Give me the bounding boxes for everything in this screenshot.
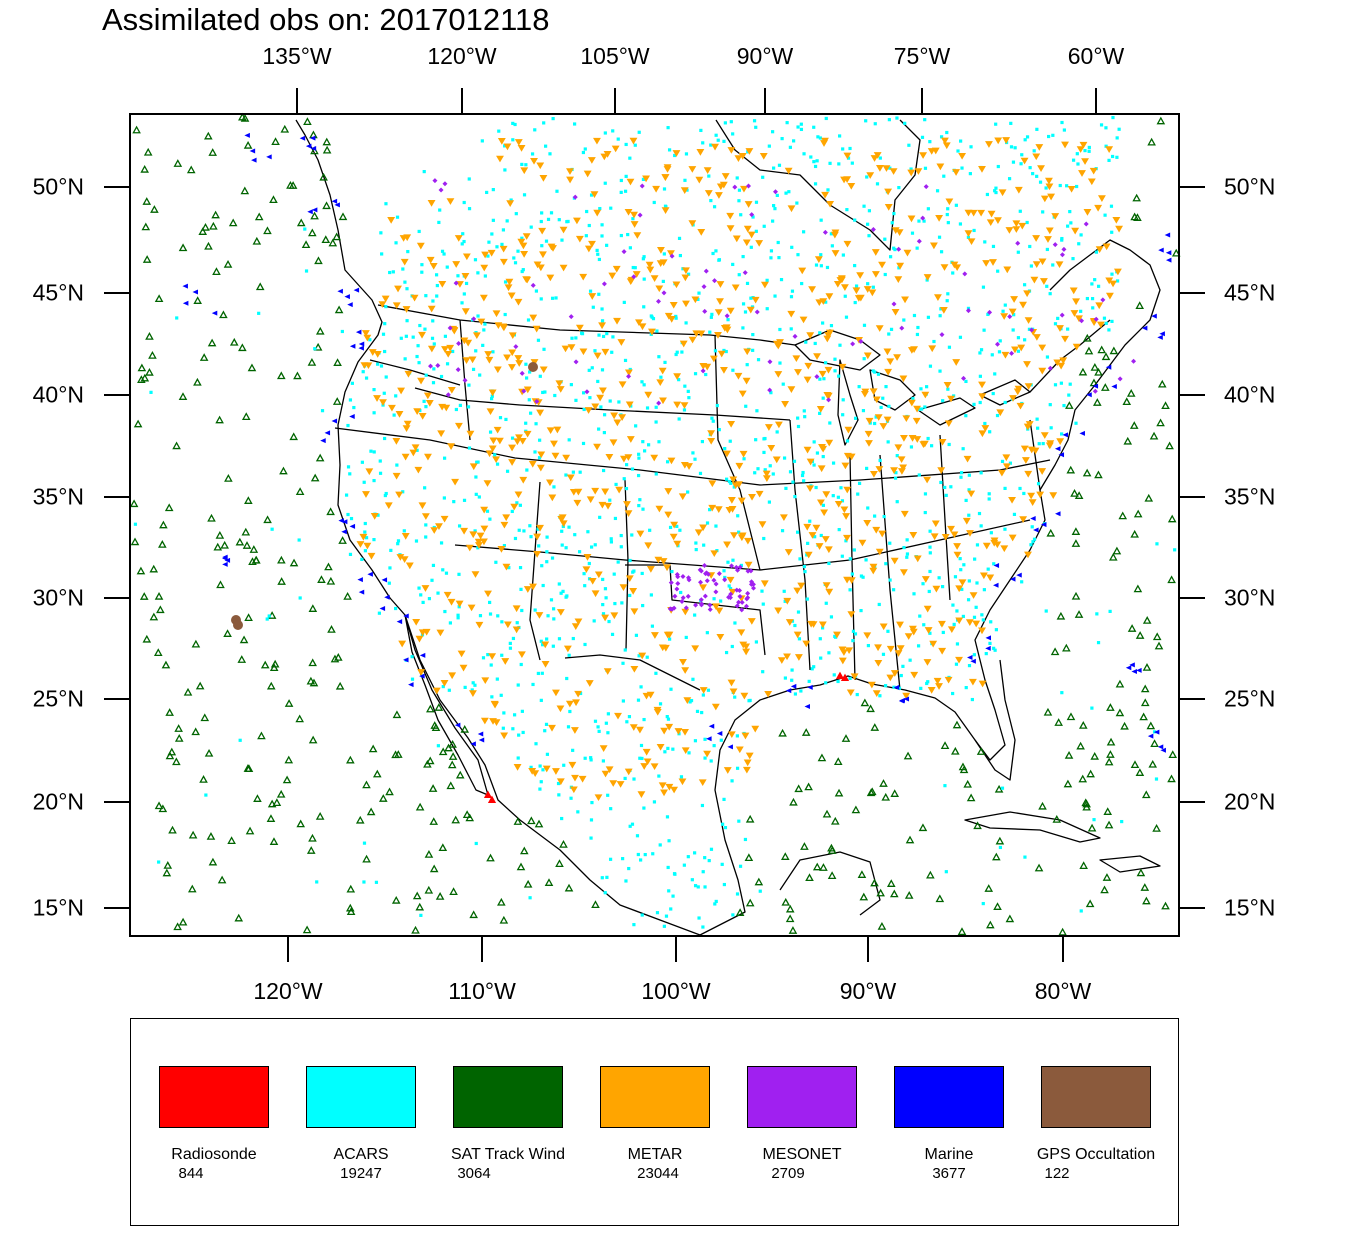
right-lat-label: 45°N [1224,279,1276,306]
bottom-lon-label: 80°W [1034,978,1092,1004]
right-lat-label: 30°N [1224,584,1276,611]
legend-swatch-mesonet [747,1066,857,1128]
legend-count: 2709 [771,1165,805,1182]
right-lat-label: 20°N [1224,788,1276,815]
top-lon-label: 75°W [893,43,951,69]
legend-label: MESONET [762,1146,842,1163]
legend-count: 19247 [340,1165,382,1182]
legend-label: Radiosonde [171,1146,257,1163]
legend-count: 3064 [457,1165,491,1182]
legend-label: METAR [627,1146,683,1163]
legend-label: SAT Track Wind [450,1146,566,1163]
legend-count: 3677 [932,1165,966,1182]
right-lat-label: 35°N [1224,483,1276,510]
legend-swatch-metar [600,1066,710,1128]
right-lat-label: 15°N [1224,894,1276,921]
bottom-ticks [287,936,1064,962]
legend-count: 23044 [637,1165,679,1182]
map-boundaries [295,119,1161,936]
top-lon-label: 135°W [262,43,332,69]
right-lat-label: 40°N [1224,381,1276,408]
legend-label: GPS Occultation [1036,1146,1156,1163]
map-frame [129,113,1180,937]
top-ticks [296,88,1097,114]
observation-markers [129,112,1181,936]
left-lat-label: 40°N [32,381,84,408]
left-lat-label: 45°N [32,279,84,306]
side-ticks [104,186,1205,909]
top-lon-label: 105°W [580,43,650,69]
legend-label: ACARS [333,1146,389,1163]
bottom-lon-label: 110°W [448,978,516,1004]
bottom-lon-label: 90°W [839,978,897,1004]
map-title: Assimilated obs on: 2017012118 [102,2,550,37]
bottom-lon-label: 100°W [641,978,711,1004]
legend-count: 844 [178,1165,204,1182]
legend-swatch-gps-occultation [1041,1066,1151,1128]
left-lat-label: 50°N [32,173,84,200]
right-lat-label: 25°N [1224,685,1276,712]
left-lat-label: 35°N [32,483,84,510]
top-lon-label: 90°W [736,43,794,69]
right-lat-label: 50°N [1224,173,1276,200]
top-lon-label: 60°W [1067,43,1125,69]
left-lat-label: 15°N [32,894,84,921]
legend: Radiosonde ACARS SAT Track Wind METAR ME… [130,1018,1179,1226]
legend-swatch-marine [894,1066,1004,1128]
left-lat-label: 30°N [32,584,84,611]
left-lat-label: 25°N [32,685,84,712]
legend-label: Marine [924,1146,974,1163]
legend-count: 122 [1044,1165,1070,1182]
bottom-lon-label: 120°W [253,978,323,1004]
observation-map [104,88,1205,962]
top-lon-label: 120°W [427,43,497,69]
legend-swatch-radiosonde [159,1066,269,1128]
legend-swatch-sat-track-wind [453,1066,563,1128]
left-lat-label: 20°N [32,788,84,815]
legend-swatch-acars [306,1066,416,1128]
